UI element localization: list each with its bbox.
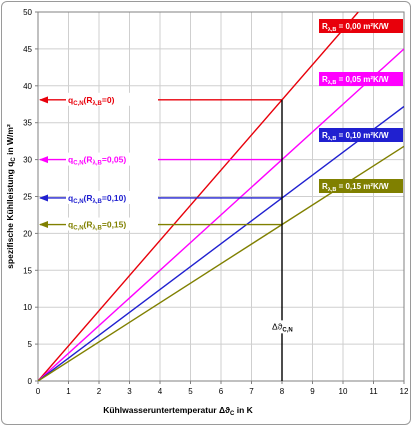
annotation-3: qC,N(Rλ,B=0,15) — [39, 217, 282, 232]
y-axis-title: spezifische Kühlleistung qC in W/m² — [5, 124, 17, 269]
x-tick-label: 3 — [127, 387, 132, 396]
series-label-text: Rλ,B = 0,15 m²K/W — [322, 182, 389, 193]
y-tick-label: 0 — [28, 377, 33, 386]
annotation-1: qC,N(Rλ,B=0,05) — [39, 152, 282, 167]
y-tick-label: 5 — [28, 340, 33, 349]
series-label-box — [319, 72, 403, 86]
annotation-label-bg — [66, 190, 158, 204]
y-tick-label: 10 — [23, 303, 32, 312]
annotation-label-bg — [66, 152, 158, 166]
series-label-3: Rλ,B = 0,15 m²K/W — [319, 179, 403, 193]
annotation-0: qC,N(Rλ,B=0) — [39, 92, 282, 107]
annotation-label-bg — [66, 217, 158, 231]
series-label-text: Rλ,B = 0,00 m²K/W — [322, 22, 389, 33]
series-label-box — [319, 128, 403, 142]
series-label-1: Rλ,B = 0,05 m²K/W — [319, 72, 403, 86]
x-tick-label: 4 — [158, 387, 163, 396]
x-tick-label: 8 — [280, 387, 285, 396]
annotation-label: qC,N(Rλ,B=0) — [68, 95, 115, 107]
x-tick-label: 11 — [369, 387, 378, 396]
y-tick-label: 40 — [23, 82, 32, 91]
annotation-arrowhead — [39, 221, 48, 229]
x-tick-label: 5 — [188, 387, 193, 396]
y-tick-label: 25 — [23, 193, 32, 202]
annotation-label-bg — [66, 92, 158, 106]
series-line-2 — [38, 105, 404, 381]
y-tick-label: 50 — [23, 8, 32, 17]
y-tick-label: 20 — [23, 229, 32, 238]
design-label-bg — [270, 320, 298, 334]
y-tick-label: 35 — [23, 119, 32, 128]
annotation-label: qC,N(Rλ,B=0,05) — [68, 155, 126, 167]
x-tick-label: 12 — [400, 387, 409, 396]
annotation-label: qC,N(Rλ,B=0,10) — [68, 193, 126, 205]
y-tick-label: 15 — [23, 266, 32, 275]
annotation-2: qC,N(Rλ,B=0,10) — [39, 190, 282, 205]
series-label-2: Rλ,B = 0,10 m²K/W — [319, 128, 403, 142]
x-tick-label: 0 — [36, 387, 41, 396]
series-label-text: Rλ,B = 0,10 m²K/W — [322, 131, 389, 142]
x-tick-label: 10 — [339, 387, 348, 396]
annotation-arrowhead — [39, 96, 48, 104]
annotation-label: qC,N(Rλ,B=0,15) — [68, 220, 126, 232]
x-tick-label: 2 — [97, 387, 102, 396]
x-tick-label: 7 — [249, 387, 254, 396]
series-line-1 — [38, 48, 404, 381]
series-label-box — [319, 179, 403, 193]
y-tick-label: 45 — [23, 45, 32, 54]
series-label-text: Rλ,B = 0,05 m²K/W — [322, 75, 389, 86]
series-line-0 — [38, 12, 359, 381]
x-axis-title: Kühlwasseruntertemperatur ΔϑC in K — [103, 405, 253, 417]
annotation-arrowhead — [39, 194, 48, 202]
annotation-arrowhead — [39, 156, 48, 164]
x-tick-label: 6 — [219, 387, 224, 396]
series-label-0: Rλ,B = 0,00 m²K/W — [319, 19, 403, 33]
series-label-box — [319, 19, 403, 33]
x-tick-label: 1 — [66, 387, 71, 396]
y-tick-label: 30 — [23, 156, 32, 165]
design-label: ΔϑC,N — [272, 321, 293, 333]
x-tick-label: 9 — [310, 387, 315, 396]
